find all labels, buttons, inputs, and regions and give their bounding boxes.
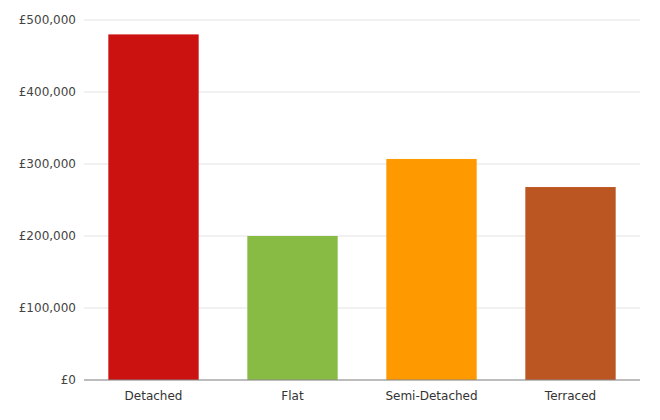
grid-line xyxy=(84,20,640,21)
page: {"chart_data": {"type": "bar", "categori… xyxy=(0,0,660,420)
bars xyxy=(108,34,615,380)
x-axis: Detached Flat Semi-Detached Terraced xyxy=(84,380,640,403)
y-axis: £0 £100,000 £200,000 £300,000 £400,000 £500,0… xyxy=(19,13,640,387)
bar xyxy=(386,159,476,380)
x-tick-label: Flat xyxy=(281,389,304,403)
chart-container: £0 £100,000 £200,000 £300,000 £400,000 £500,0… xyxy=(0,0,660,420)
x-tick-label: Terraced xyxy=(544,389,596,403)
y-tick-label: £100,000 xyxy=(19,301,76,315)
y-tick-label: £400,000 xyxy=(19,85,76,99)
y-tick-label: £200,000 xyxy=(19,229,76,243)
y-tick-label: £0 xyxy=(61,373,76,387)
grid-line xyxy=(84,380,640,381)
y-tick-label: £500,000 xyxy=(19,13,76,27)
bar xyxy=(247,236,337,380)
x-tick-label: Detached xyxy=(125,389,183,403)
y-tick-label: £300,000 xyxy=(19,157,76,171)
bar xyxy=(108,34,198,380)
chart: £0 £100,000 £200,000 £300,000 £400,000 £500,0… xyxy=(0,0,660,420)
x-tick-label: Semi-Detached xyxy=(385,389,477,403)
bar xyxy=(525,187,615,380)
x-axis-line xyxy=(84,380,640,381)
